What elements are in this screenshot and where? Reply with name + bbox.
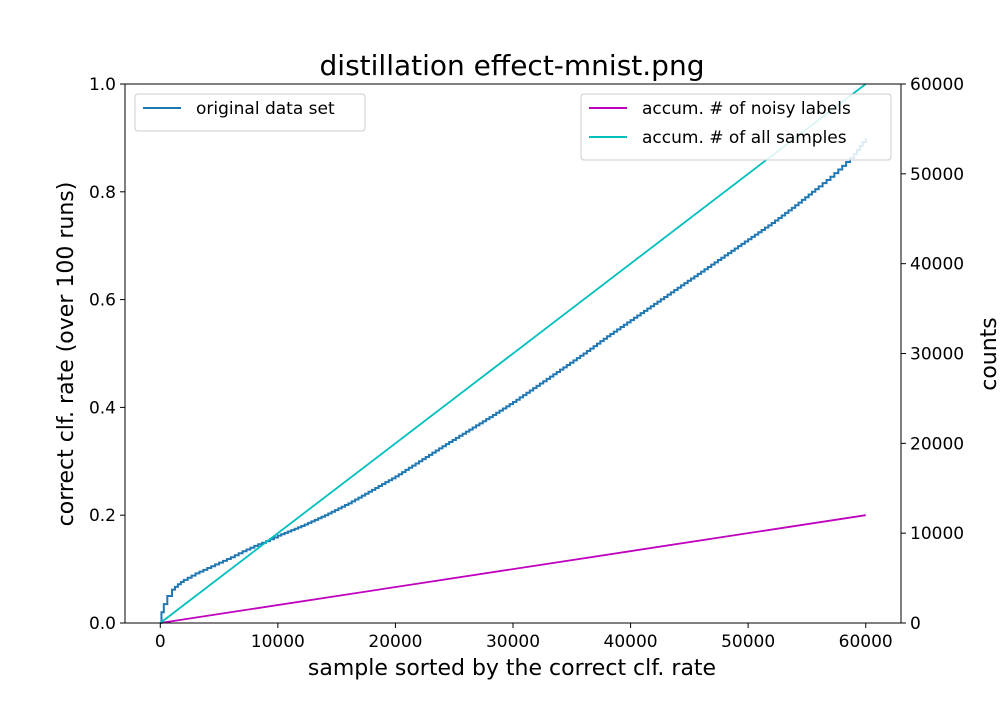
x-axis-title: sample sorted by the correct clf. rate <box>308 656 716 681</box>
series-line-2 <box>159 83 867 624</box>
x-tick-label: 50000 <box>721 632 775 652</box>
left-y-tick-label: 0.0 <box>89 614 116 634</box>
right-y-tick-label: 10000 <box>910 524 964 544</box>
right-y-tick-label: 40000 <box>910 255 964 275</box>
right-y-tick-label: 30000 <box>910 345 964 365</box>
x-tick-label: 20000 <box>368 632 422 652</box>
right-y-tick-label: 50000 <box>910 165 964 185</box>
right-legend-label: accum. # of noisy labels <box>642 99 851 119</box>
x-tick-label: 30000 <box>486 632 540 652</box>
right-legend-label: accum. # of all samples <box>642 128 847 148</box>
right-y-tick-label: 20000 <box>910 434 964 454</box>
x-tick-label: 40000 <box>604 632 658 652</box>
left-y-tick-label: 0.8 <box>89 183 116 203</box>
right-y-axis-title: counts <box>977 317 1000 391</box>
x-tick-label: 0 <box>155 632 166 652</box>
left-y-tick-label: 0.4 <box>89 398 116 418</box>
left-y-axis-title: correct clf. rate (over 100 runs) <box>54 182 79 527</box>
legend-layer: original data set accum. # of noisy label… <box>134 93 892 161</box>
series-line-0 <box>160 137 867 624</box>
axes-layer: 0 10000 20000 30000 40000 50000 60000 0.0 0.2 0.4… <box>89 75 964 652</box>
series-layer <box>159 83 867 624</box>
right-y-tick-label: 60000 <box>910 75 964 95</box>
right-legend-box <box>580 93 892 161</box>
left-y-tick-label: 0.2 <box>89 506 116 526</box>
right-y-tick-label: 0 <box>910 614 921 634</box>
left-y-tick-label: 1.0 <box>89 75 116 95</box>
x-tick-label: 10000 <box>251 632 305 652</box>
left-legend-box <box>134 93 366 132</box>
chart-title: distillation effect-mnist.png <box>320 49 705 82</box>
left-legend-label: original data set <box>196 99 335 119</box>
series-line-1 <box>160 514 866 624</box>
x-tick-label: 60000 <box>839 632 893 652</box>
left-y-tick-label: 0.6 <box>89 291 116 311</box>
